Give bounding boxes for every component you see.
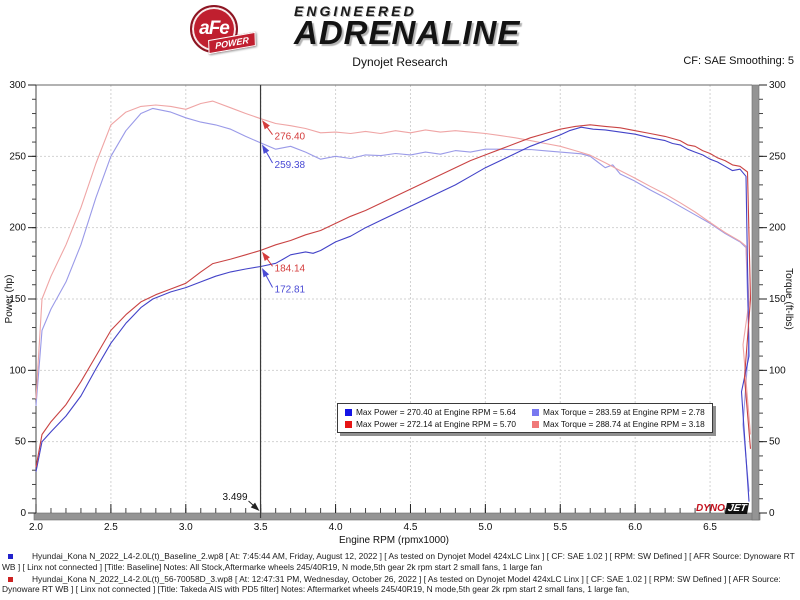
x-tick-label: 5.5 bbox=[553, 522, 567, 533]
x-axis-title: Engine RPM (rpmx1000) bbox=[339, 535, 449, 546]
footnote-bullet-blue bbox=[8, 554, 13, 559]
legend-swatch-torque-baseline bbox=[532, 408, 540, 416]
dynojet-logo-jet: JET bbox=[724, 503, 750, 514]
footnote-takeda-run: Hyundai_Kona N_2022_L4-2.0L(t)_56-70058D… bbox=[0, 574, 796, 596]
x-tick-label: 3.5 bbox=[254, 522, 268, 533]
y-tick-label-left: 200 bbox=[9, 223, 26, 234]
series-takeda-power bbox=[35, 124, 752, 468]
legend-swatch-torque-takeda bbox=[532, 420, 540, 428]
x-tick-label: 2.0 bbox=[29, 522, 43, 533]
footnote-baseline-run: Hyundai_Kona N_2022_L4-2.0L(t)_Baseline_… bbox=[0, 551, 796, 573]
y-tick-label-right: 250 bbox=[769, 151, 786, 162]
dyno-chart: 2.0 2.5 3.0 3.5 4.0 4.5 5.0 5.5 6.0 6.5 Engine RPM… bbox=[4, 80, 794, 546]
footnote-bullet-red bbox=[8, 576, 13, 582]
cursor-readout-arrow-0-head bbox=[262, 120, 270, 130]
logo-engineered-text: ENGINEERED bbox=[294, 3, 417, 19]
cursor-readout-1: 259.38 bbox=[275, 160, 306, 171]
y-tick-label-left: 0 bbox=[20, 508, 26, 519]
y-tick-label-left: 50 bbox=[15, 437, 27, 448]
logo-adrenaline-text: ADRENALINE bbox=[294, 14, 521, 51]
legend-label: Max Torque = 288.74 at Engine RPM = 3.18 bbox=[543, 419, 705, 429]
legend-swatch-power-baseline bbox=[345, 408, 352, 416]
y-axis-title-left: Power (hp) bbox=[4, 275, 15, 324]
y-tick-label-right: 50 bbox=[769, 437, 781, 448]
page-title: Dynojet Research bbox=[352, 55, 448, 69]
afe-emblem-icon: aFe POWER bbox=[188, 4, 256, 56]
y-tick-label-left: 100 bbox=[9, 365, 26, 376]
afe-logo: aFe POWER ENGINEERED ADRENALINE bbox=[188, 4, 520, 58]
legend-item-max-torque-baseline: Max Torque = 283.59 at Engine RPM = 2.78 bbox=[532, 407, 705, 417]
footnote-text: Hyundai_Kona N_2022_L4-2.0L(t)_56-70058D… bbox=[2, 573, 781, 595]
cursor-readout-0: 276.40 bbox=[275, 132, 306, 143]
series-baseline-torque bbox=[35, 107, 750, 492]
legend-item-max-power-takeda: Max Power = 272.14 at Engine RPM = 5.70 bbox=[345, 419, 516, 429]
y-tick-label-right: 100 bbox=[769, 365, 786, 376]
cf-smoothing-label: CF: SAE Smoothing: 5 bbox=[683, 55, 794, 67]
cursor-readout-arrow-1-head bbox=[262, 144, 270, 154]
y-axis-title-right: Torque (ft-lbs) bbox=[783, 268, 794, 330]
y-tick-label-right: 150 bbox=[769, 294, 786, 305]
series-baseline-power bbox=[35, 126, 750, 502]
legend-item-max-torque-takeda: Max Torque = 288.74 at Engine RPM = 3.18 bbox=[532, 419, 705, 429]
y-tick-label-left: 300 bbox=[9, 80, 26, 91]
x-axis-band bbox=[33, 512, 761, 521]
dynojet-logo-dyno: DYNO bbox=[696, 503, 725, 514]
cursor-readout-arrow-2-head bbox=[262, 251, 270, 261]
legend-label: Max Power = 270.40 at Engine RPM = 5.64 bbox=[356, 407, 517, 417]
x-tick-label: 6.5 bbox=[703, 522, 717, 533]
cursor-readout-2: 184.14 bbox=[275, 263, 306, 274]
legend-box: Max Power = 270.40 at Engine RPM = 5.64 … bbox=[337, 403, 713, 433]
y-tick-label-right: 0 bbox=[769, 508, 775, 519]
x-tick-label: 5.0 bbox=[478, 522, 492, 533]
x-tick-label: 6.0 bbox=[628, 522, 642, 533]
x-tick-label: 3.0 bbox=[179, 522, 193, 533]
y-tick-label-left: 150 bbox=[9, 294, 26, 305]
y-axis-band-right bbox=[751, 84, 760, 521]
cursor-readout-arrow-3-head bbox=[262, 267, 270, 278]
dynojet-logo: DYNO JET bbox=[696, 503, 750, 514]
legend-item-max-power-baseline: Max Power = 270.40 at Engine RPM = 5.64 bbox=[345, 407, 516, 417]
y-tick-label-left: 250 bbox=[9, 151, 26, 162]
afe-circle-label: aFe bbox=[199, 18, 230, 39]
x-tick-label: 2.5 bbox=[104, 522, 118, 533]
x-tick-label: 4.0 bbox=[329, 522, 343, 533]
logo-text: ENGINEERED ADRENALINE bbox=[294, 4, 520, 58]
footnote-text: Hyundai_Kona N_2022_L4-2.0L(t)_Baseline_… bbox=[2, 551, 795, 572]
x-tick-label: 4.5 bbox=[404, 522, 418, 533]
series-takeda-torque bbox=[35, 100, 752, 435]
y-tick-label-right: 300 bbox=[769, 80, 786, 91]
run-footnotes: Hyundai_Kona N_2022_L4-2.0L(t)_Baseline_… bbox=[0, 551, 796, 596]
cursor-readout-3: 172.81 bbox=[275, 284, 306, 295]
legend-label: Max Torque = 283.59 at Engine RPM = 2.78 bbox=[543, 407, 705, 417]
cursor-x-readout: 3.499 bbox=[223, 492, 248, 503]
cursor-x-arrow-head bbox=[250, 502, 260, 511]
legend-label: Max Power = 272.14 at Engine RPM = 5.70 bbox=[356, 419, 517, 429]
legend-swatch-power-takeda bbox=[345, 420, 352, 428]
y-tick-label-right: 200 bbox=[769, 223, 786, 234]
